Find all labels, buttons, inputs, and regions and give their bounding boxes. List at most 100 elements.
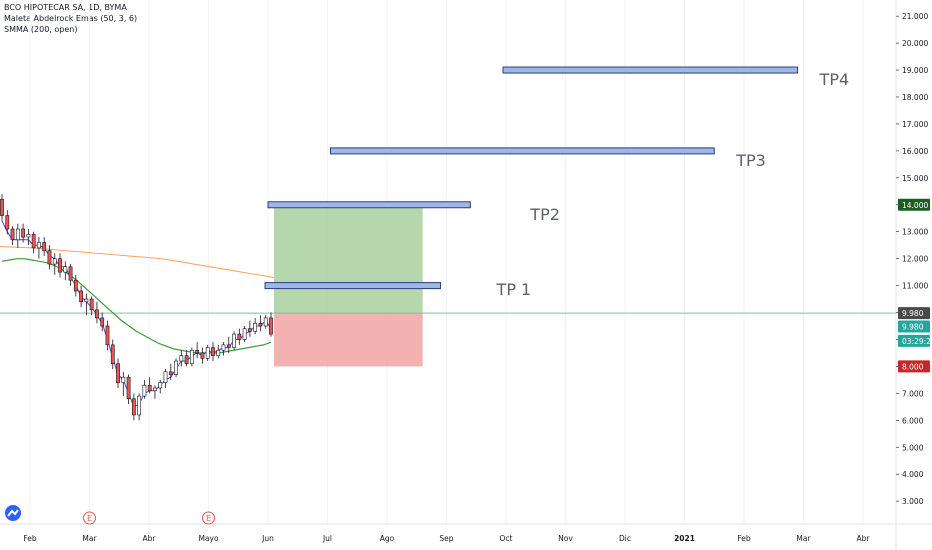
- price-tag-entry: [898, 307, 930, 320]
- candle[interactable]: [15, 228, 20, 241]
- candle[interactable]: [232, 333, 236, 348]
- y-tick-label: 21.000: [902, 12, 928, 21]
- candle[interactable]: [10, 228, 15, 241]
- candle[interactable]: [258, 323, 263, 327]
- ema-purple-line: [1, 220, 272, 408]
- event-marker[interactable]: [202, 511, 215, 525]
- price-tag-target: [898, 198, 930, 211]
- event-marker-label: E: [206, 514, 211, 523]
- x-tick-label: Nov: [558, 534, 573, 543]
- x-tick-label: 2021: [674, 534, 695, 543]
- y-tick-label: 18.000: [902, 93, 928, 102]
- loss-zone[interactable]: [273, 313, 423, 367]
- sma-green-line: [1, 258, 272, 354]
- y-tick-label: 17.000: [902, 120, 928, 129]
- candle[interactable]: [68, 266, 73, 281]
- tp-label: TP 1: [496, 279, 532, 299]
- candle[interactable]: [221, 344, 226, 351]
- candle[interactable]: [110, 344, 115, 365]
- price-tag-label: 9.980: [902, 323, 924, 332]
- candle[interactable]: [84, 298, 89, 303]
- candle[interactable]: [31, 234, 36, 249]
- candle[interactable]: [0, 199, 4, 216]
- tp-bar[interactable]: [264, 282, 442, 290]
- legend-indicator-emas: Maleta Abdelrock Emas (50, 3, 6): [4, 14, 138, 23]
- legend-symbol: BCO HIPOTECAR SA, 1D, BYMA: [4, 3, 127, 12]
- y-tick-label: 7.000: [902, 389, 924, 398]
- tp-label: TP4: [819, 70, 850, 90]
- x-tick-label: Dic: [619, 534, 631, 543]
- candle[interactable]: [253, 323, 258, 332]
- tp-bar[interactable]: [502, 66, 799, 74]
- candle[interactable]: [237, 333, 242, 340]
- candle[interactable]: [174, 360, 178, 375]
- candle[interactable]: [142, 384, 147, 397]
- y-tick-label: 12.000: [902, 255, 928, 264]
- price-tag-last: [898, 320, 930, 333]
- candle[interactable]: [163, 371, 168, 383]
- candle[interactable]: [242, 328, 247, 340]
- candle[interactable]: [73, 279, 78, 292]
- x-tick-label: Mar: [82, 534, 97, 543]
- event-marker-label: E: [87, 514, 92, 523]
- candle[interactable]: [147, 384, 152, 391]
- x-tick-label: Mayo: [198, 534, 219, 543]
- candle[interactable]: [269, 317, 273, 335]
- price-tag-label: 8.000: [902, 362, 924, 371]
- event-marker[interactable]: [83, 511, 96, 525]
- candle[interactable]: [63, 266, 68, 273]
- x-tick-label: Jun: [261, 534, 274, 543]
- price-tag-label: 14.000: [902, 201, 928, 210]
- candle[interactable]: [105, 325, 110, 346]
- candle[interactable]: [158, 382, 163, 389]
- candle[interactable]: [95, 309, 99, 319]
- candle[interactable]: [189, 349, 194, 365]
- candle[interactable]: [216, 349, 221, 356]
- candle[interactable]: [211, 347, 215, 356]
- candle[interactable]: [168, 371, 173, 375]
- y-tick-label: 13.000: [902, 228, 928, 237]
- candle[interactable]: [126, 376, 131, 400]
- candle[interactable]: [137, 395, 142, 416]
- candle[interactable]: [184, 355, 189, 365]
- candle[interactable]: [205, 347, 210, 359]
- x-tick-label: Feb: [23, 534, 37, 543]
- tradingview-logo-icon[interactable]: [4, 504, 22, 522]
- candle[interactable]: [5, 215, 10, 230]
- x-tick-label: Ago: [380, 534, 395, 543]
- profit-zone[interactable]: [273, 204, 423, 314]
- candle[interactable]: [58, 258, 62, 273]
- candle[interactable]: [226, 344, 231, 348]
- tp-bar[interactable]: [267, 201, 471, 209]
- candle[interactable]: [42, 242, 47, 251]
- x-tick-label: Mar: [796, 534, 811, 543]
- candle[interactable]: [52, 258, 57, 265]
- candle[interactable]: [121, 376, 126, 383]
- legend-indicator-smma: SMMA (200, open): [4, 25, 78, 34]
- candle[interactable]: [37, 242, 41, 249]
- candle[interactable]: [263, 317, 268, 327]
- candle[interactable]: [131, 398, 136, 416]
- candle[interactable]: [21, 228, 25, 238]
- y-tick-label: 11.000: [902, 282, 928, 291]
- candle[interactable]: [247, 328, 252, 332]
- candle[interactable]: [100, 317, 105, 327]
- candle[interactable]: [47, 250, 52, 265]
- y-tick-label: 15.000: [902, 174, 928, 183]
- x-tick-label: Feb: [737, 534, 751, 543]
- candle[interactable]: [79, 290, 83, 303]
- candle[interactable]: [195, 349, 200, 354]
- candle[interactable]: [116, 363, 120, 383]
- y-tick-label: 19.000: [902, 66, 928, 75]
- candle[interactable]: [89, 298, 94, 311]
- candle[interactable]: [179, 355, 184, 362]
- candle[interactable]: [200, 352, 205, 359]
- candle[interactable]: [26, 234, 31, 238]
- x-tick-label: Abr: [143, 534, 157, 543]
- tp-bar[interactable]: [329, 147, 715, 155]
- candle[interactable]: [153, 387, 157, 391]
- x-tick-label: Abr: [857, 534, 871, 543]
- y-tick-label: 4.000: [902, 470, 924, 479]
- tp-label: TP3: [736, 150, 766, 170]
